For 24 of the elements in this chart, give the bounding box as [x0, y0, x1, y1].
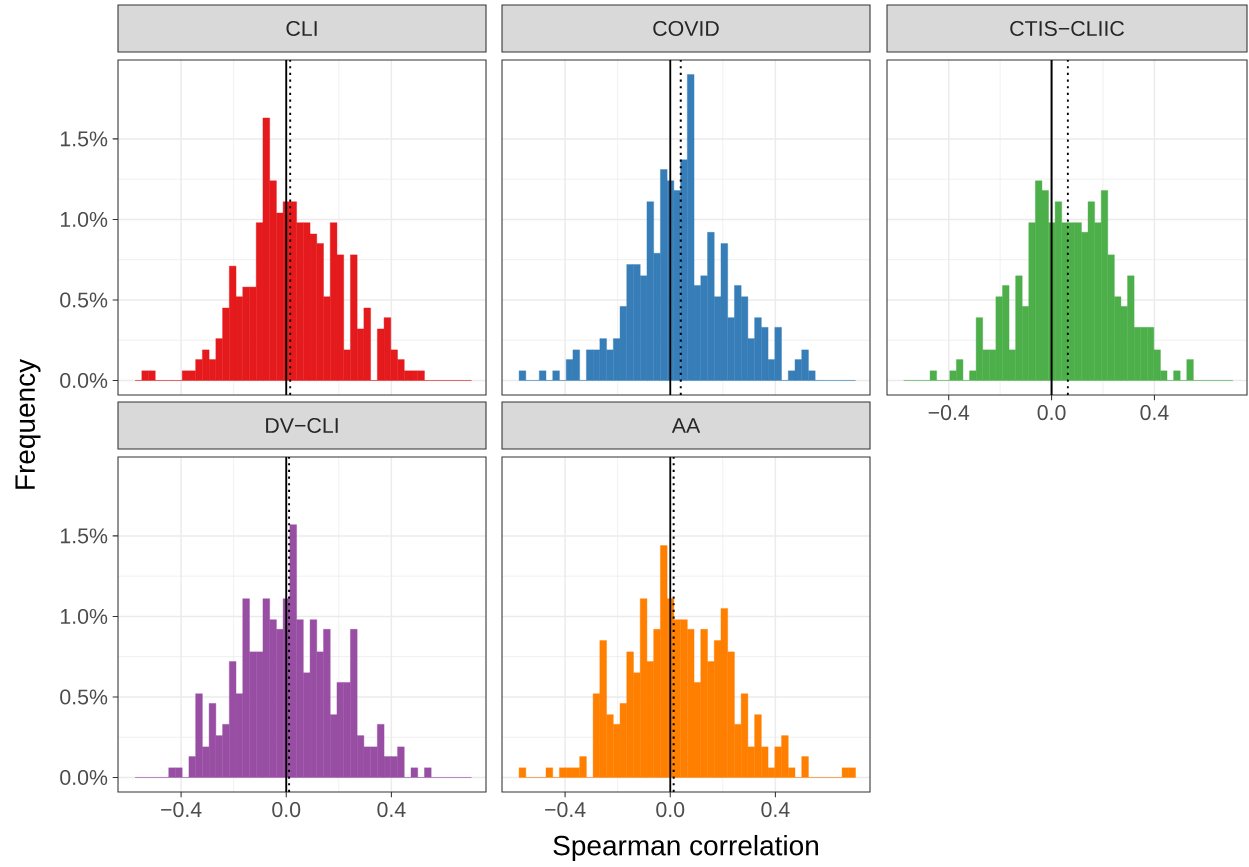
x-tick-label: 0.0 [272, 802, 301, 818]
y-axis-title: Frequency [15, 358, 41, 489]
x-tick-label: 0.4 [761, 802, 790, 818]
y-tick-label: 0.0% [60, 769, 108, 786]
x-tick-label: 0.4 [377, 802, 406, 818]
x-tick-label: −0.4 [928, 405, 970, 421]
y-tick-label: 0.0% [60, 372, 108, 389]
chart-title: DV−CLI [266, 417, 338, 434]
x-tick-label: −0.4 [161, 802, 202, 818]
chart-title: COVID [653, 20, 719, 37]
y-tick-label: 0.5% [60, 292, 108, 308]
y-tick-label: 1.5% [60, 131, 108, 147]
y-tick-label: 1.0% [60, 608, 108, 624]
chart-title: CLI [286, 20, 317, 37]
x-tick-label: 0.4 [1140, 405, 1169, 421]
y-tick-label: 1.0% [60, 211, 108, 227]
x-tick-label: −0.4 [545, 802, 586, 818]
y-tick-label: 1.5% [60, 528, 108, 544]
chart-title: CTIS−CLIIC [1010, 20, 1124, 37]
x-axis-title: Spearman correlation [553, 834, 818, 862]
chart-title: AA [671, 418, 701, 433]
y-tick-label: 0.5% [60, 689, 108, 705]
x-tick-label: 0.0 [656, 802, 685, 818]
x-tick-label: 0.0 [1037, 405, 1066, 421]
